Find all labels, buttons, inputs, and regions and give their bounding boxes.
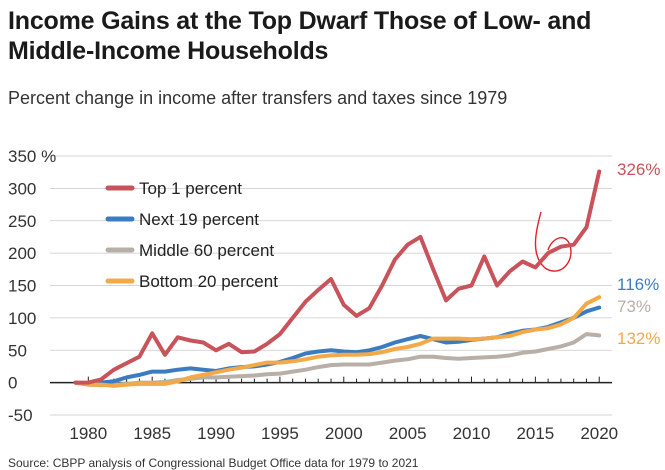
x-tick-label: 1995 [261,424,299,443]
end-value-label: 116% [617,275,659,294]
series-line-top-1-percent [73,169,602,385]
x-tick-label: 2020 [580,424,618,443]
end-labels: 326% 116% 73% 132% [617,160,660,348]
legend-label: Bottom 20 percent [139,272,278,291]
red-scribble-mark [534,211,572,272]
x-tick-label: 1985 [133,424,171,443]
x-tick-label: 2000 [325,424,363,443]
end-value-label: 326% [617,160,660,179]
legend: Top 1 percent Next 19 percent Middle 60 pe… [105,179,278,291]
x-tick-label: 2005 [389,424,427,443]
end-value-label: 132% [617,329,660,348]
y-tick-label: 0 [8,374,17,393]
y-tick-label: 300 [8,179,36,198]
y-tick-label: 250 [8,212,36,231]
y-tick-label: 100 [8,309,36,328]
x-tick-label: 2010 [453,424,491,443]
x-axis-ticks: 1980 1985 1990 1995 2000 2005 2010 2015 2020 [69,376,618,443]
y-tick-label: 200 [8,244,36,263]
y-tick-label: -50 [8,406,33,425]
x-tick-label: 1980 [69,424,107,443]
y-tick-label: 50 [8,341,27,360]
legend-label: Top 1 percent [139,179,242,198]
end-value-label: 73% [617,297,651,316]
y-tick-label: 350 % [8,147,56,166]
y-tick-label: 150 [8,277,36,296]
source-note: Source: CBPP analysis of Congressional B… [8,456,419,470]
legend-label: Next 19 percent [139,210,259,229]
y-axis-ticks: -50 0 50 100 150 200 250 300 350 % [8,147,56,425]
series-line-bottom-20-percent [73,295,602,388]
series-lines [73,169,602,388]
x-tick-label: 2015 [516,424,554,443]
x-tick-label: 1990 [197,424,235,443]
series-line-middle-60-percent [73,332,602,388]
chart-subtitle: Percent change in income after transfers… [8,88,508,108]
hand-drawn-annotation [534,211,572,272]
chart-title: Income Gains at the Top Dwarf Those of L… [8,7,592,65]
series-line-next-19-percent [73,305,602,386]
legend-label: Middle 60 percent [139,241,274,260]
